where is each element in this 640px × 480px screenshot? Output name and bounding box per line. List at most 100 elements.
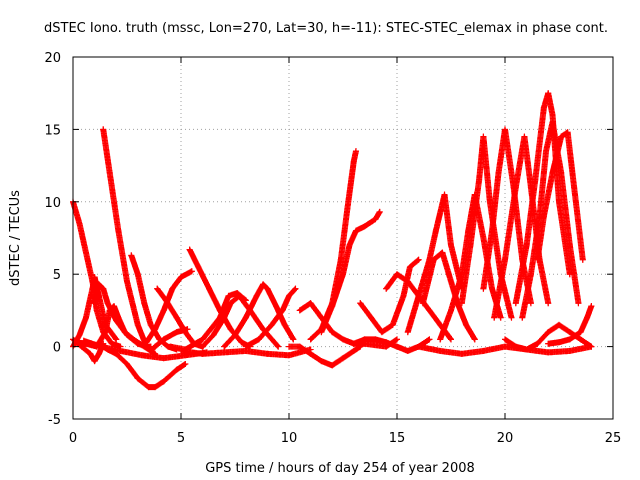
data-point — [577, 336, 584, 343]
data-point — [147, 321, 154, 328]
data-point — [227, 326, 234, 333]
data-point — [556, 339, 562, 346]
data-point — [113, 317, 120, 324]
data-point — [556, 321, 562, 328]
data-point — [566, 329, 573, 336]
data-point — [523, 346, 530, 353]
data-point — [400, 292, 407, 299]
data-point — [489, 285, 496, 292]
data-point — [448, 307, 454, 314]
data-point — [134, 321, 141, 328]
data-point — [329, 329, 336, 336]
data-marks — [70, 90, 595, 391]
data-point — [152, 384, 159, 391]
data-point — [95, 281, 102, 288]
x-tick-label: 20 — [497, 431, 514, 446]
data-point — [545, 340, 552, 347]
data-point — [91, 274, 98, 281]
data-point — [564, 129, 571, 136]
data-point — [566, 336, 573, 343]
data-point — [102, 329, 109, 336]
data-point — [253, 292, 260, 299]
data-point — [346, 242, 353, 249]
data-point — [307, 350, 314, 357]
data-point — [147, 347, 154, 354]
data-point — [372, 336, 379, 343]
data-point — [128, 252, 135, 259]
data-point — [178, 274, 184, 281]
data-series — [502, 321, 595, 353]
data-point — [588, 303, 595, 310]
x-tick-label: 5 — [177, 431, 185, 446]
y-tick-label: -5 — [48, 413, 61, 428]
data-point — [106, 169, 113, 176]
data-point — [502, 343, 508, 350]
data-point — [76, 220, 83, 227]
data-point — [566, 347, 573, 354]
x-tick-label: 10 — [281, 431, 298, 446]
data-point — [296, 307, 303, 314]
data-point — [556, 198, 562, 205]
data-point — [329, 362, 336, 369]
data-point — [448, 336, 454, 343]
data-point — [221, 343, 228, 350]
data-series — [350, 336, 433, 354]
data-point — [579, 256, 586, 263]
data-point — [350, 340, 357, 347]
data-point — [173, 329, 180, 336]
data-point — [571, 184, 578, 191]
data-point — [352, 148, 359, 155]
data-point — [491, 314, 498, 321]
data-point — [264, 285, 271, 292]
data-point — [378, 329, 385, 336]
data-point — [100, 126, 107, 133]
data-point — [480, 235, 487, 241]
data-point — [404, 329, 411, 336]
data-point — [361, 223, 368, 230]
data-point — [521, 133, 528, 140]
data-point — [292, 285, 299, 292]
data-point — [437, 336, 444, 343]
data-point — [87, 350, 94, 357]
data-series — [519, 119, 582, 321]
data-point — [286, 292, 292, 299]
data-point — [532, 177, 539, 184]
plot-frame — [72, 56, 614, 420]
data-point — [415, 343, 422, 350]
data-point — [143, 339, 150, 346]
data-point — [182, 329, 189, 336]
data-series — [318, 208, 383, 336]
data-point — [575, 300, 582, 307]
data-point — [124, 360, 130, 367]
data-point — [383, 339, 390, 346]
data-point — [471, 336, 478, 343]
data-point — [199, 336, 206, 343]
data-point — [188, 268, 195, 275]
data-point — [480, 347, 487, 354]
data-point — [134, 375, 141, 382]
data-point — [78, 343, 85, 350]
data-series — [178, 346, 314, 359]
data-point — [91, 300, 98, 307]
data-point — [98, 343, 105, 350]
grid-lines — [73, 57, 613, 419]
data-point — [268, 321, 275, 328]
data-point — [344, 206, 351, 213]
data-point — [480, 133, 487, 140]
data-point — [95, 350, 102, 357]
data-point — [264, 350, 271, 357]
data-point — [558, 169, 565, 176]
data-point — [350, 158, 357, 165]
chart-title: dSTEC Iono. truth (mssc, Lon=270, Lat=30… — [44, 21, 608, 36]
data-point — [432, 227, 439, 234]
data-point — [145, 384, 152, 391]
data-series — [534, 129, 586, 263]
data-point — [489, 227, 496, 234]
data-series — [415, 343, 595, 357]
data-point — [549, 111, 556, 118]
data-point — [273, 303, 280, 310]
data-point — [160, 378, 167, 385]
data-point — [463, 321, 470, 328]
data-series — [296, 300, 400, 350]
y-axis-label: dSTEC / TECUs — [8, 190, 23, 286]
